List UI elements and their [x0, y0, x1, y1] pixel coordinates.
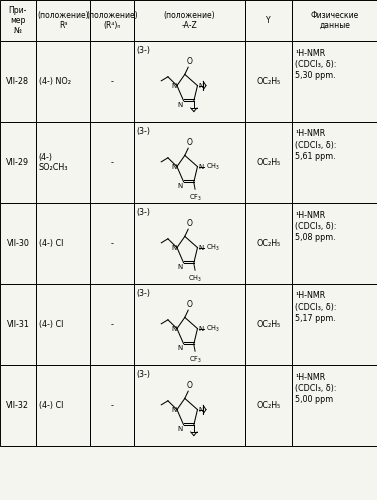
Text: N: N	[177, 346, 182, 352]
Text: N: N	[171, 244, 176, 250]
Text: (4-) Cl: (4-) Cl	[39, 320, 63, 329]
Bar	[245, 284, 292, 365]
Bar	[90, 284, 134, 365]
Text: N: N	[177, 184, 182, 190]
Text: N: N	[177, 426, 182, 432]
Text: O: O	[186, 56, 192, 66]
Bar	[134, 41, 245, 122]
Text: N: N	[198, 244, 204, 250]
Text: (3-): (3-)	[137, 370, 151, 379]
Bar	[292, 41, 377, 122]
Text: -: -	[111, 320, 113, 329]
Text: CH$_3$: CH$_3$	[205, 162, 219, 172]
Bar	[36, 0, 90, 41]
Text: CH$_3$: CH$_3$	[205, 242, 219, 252]
Text: (4-)
SO₂CH₃: (4-) SO₂CH₃	[39, 153, 68, 172]
Text: ¹H-NMR
(CDCl₃, δ):
5,61 ppm.: ¹H-NMR (CDCl₃, δ): 5,61 ppm.	[295, 130, 337, 162]
Bar	[292, 365, 377, 446]
Bar	[90, 365, 134, 446]
Text: Y: Y	[266, 16, 271, 25]
Text: (4-) NO₂: (4-) NO₂	[39, 77, 71, 86]
Bar	[245, 365, 292, 446]
Text: VII-32: VII-32	[6, 401, 29, 410]
Text: (положение)
R³: (положение) R³	[37, 11, 89, 30]
Text: N: N	[198, 164, 204, 170]
Bar	[90, 41, 134, 122]
Bar	[292, 203, 377, 284]
Text: O: O	[186, 300, 192, 308]
Text: N: N	[198, 406, 204, 412]
Bar	[0, 203, 36, 284]
Text: (3-): (3-)	[137, 289, 151, 298]
Bar	[0, 0, 36, 41]
Bar	[0, 122, 36, 203]
Text: (3-): (3-)	[137, 46, 151, 55]
Bar	[292, 122, 377, 203]
Text: N: N	[171, 82, 176, 88]
Bar	[90, 203, 134, 284]
Text: VII-29: VII-29	[6, 158, 29, 167]
Text: N: N	[177, 102, 182, 108]
Text: CF$_3$: CF$_3$	[188, 193, 201, 203]
Text: N: N	[171, 326, 176, 332]
Text: VII-28: VII-28	[6, 77, 29, 86]
Bar	[0, 284, 36, 365]
Text: (положение)
-A-Z: (положение) -A-Z	[164, 11, 215, 30]
Bar	[36, 284, 90, 365]
Text: OC₂H₅: OC₂H₅	[256, 320, 281, 329]
Text: При-
мер
№: При- мер №	[9, 6, 27, 35]
Text: -: -	[111, 158, 113, 167]
Bar	[134, 203, 245, 284]
Bar	[292, 0, 377, 41]
Bar	[134, 122, 245, 203]
Bar	[36, 365, 90, 446]
Bar	[0, 365, 36, 446]
Bar	[245, 0, 292, 41]
Text: ¹H-NMR
(CDCl₃, δ):
5,30 ppm.: ¹H-NMR (CDCl₃, δ): 5,30 ppm.	[295, 48, 337, 80]
Text: O: O	[186, 380, 192, 390]
Text: O: O	[186, 218, 192, 228]
Text: (3-): (3-)	[137, 127, 151, 136]
Bar	[292, 284, 377, 365]
Text: CH$_3$: CH$_3$	[188, 274, 202, 284]
Bar	[245, 203, 292, 284]
Bar	[0, 41, 36, 122]
Text: ¹H-NMR
(CDCl₃, δ):
5,08 ppm.: ¹H-NMR (CDCl₃, δ): 5,08 ppm.	[295, 210, 337, 242]
Bar	[90, 0, 134, 41]
Bar	[134, 365, 245, 446]
Text: N: N	[198, 326, 204, 332]
Text: VII-31: VII-31	[6, 320, 29, 329]
Text: CH$_3$: CH$_3$	[205, 324, 219, 334]
Text: (3-): (3-)	[137, 208, 151, 217]
Text: OC₂H₅: OC₂H₅	[256, 401, 281, 410]
Text: (4-) Cl: (4-) Cl	[39, 401, 63, 410]
Bar	[134, 0, 245, 41]
Text: O: O	[186, 138, 192, 146]
Text: Физические
данные: Физические данные	[311, 11, 359, 30]
Bar	[36, 122, 90, 203]
Bar	[245, 41, 292, 122]
Text: CF$_3$: CF$_3$	[188, 355, 201, 366]
Bar	[245, 122, 292, 203]
Text: (положение)
(R⁴)ₙ: (положение) (R⁴)ₙ	[86, 11, 138, 30]
Text: -: -	[111, 239, 113, 248]
Text: N: N	[198, 82, 204, 88]
Bar	[134, 284, 245, 365]
Text: OC₂H₅: OC₂H₅	[256, 239, 281, 248]
Bar	[90, 122, 134, 203]
Text: N: N	[171, 406, 176, 412]
Bar	[36, 41, 90, 122]
Text: N: N	[177, 264, 182, 270]
Text: ¹H-NMR
(CDCl₃, δ):
5,17 ppm.: ¹H-NMR (CDCl₃, δ): 5,17 ppm.	[295, 292, 337, 324]
Text: (4-) Cl: (4-) Cl	[39, 239, 63, 248]
Text: OC₂H₅: OC₂H₅	[256, 77, 281, 86]
Text: ¹H-NMR
(CDCl₃, δ):
5,00 ppm: ¹H-NMR (CDCl₃, δ): 5,00 ppm	[295, 372, 337, 404]
Bar	[36, 203, 90, 284]
Text: OC₂H₅: OC₂H₅	[256, 158, 281, 167]
Text: -: -	[111, 401, 113, 410]
Text: VII-30: VII-30	[6, 239, 29, 248]
Text: -: -	[111, 77, 113, 86]
Text: N: N	[171, 164, 176, 170]
